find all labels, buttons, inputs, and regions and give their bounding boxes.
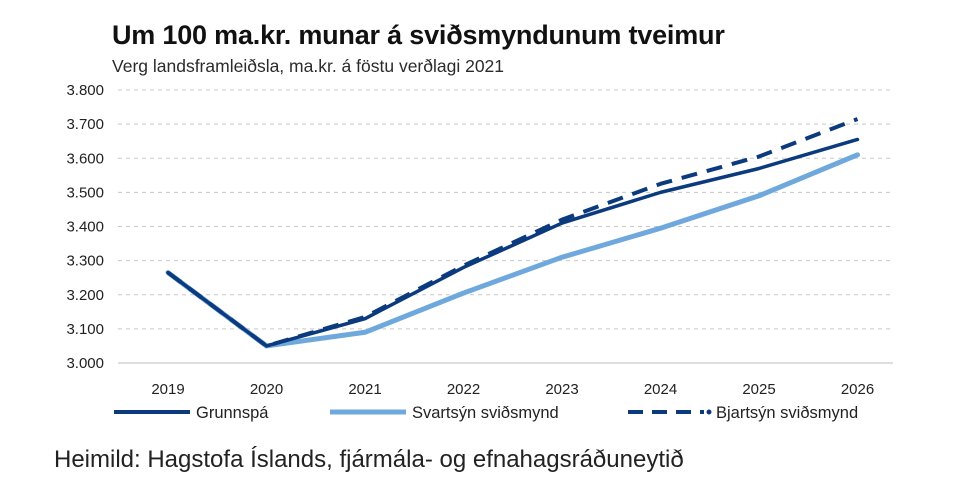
x-tick-label: 2020 bbox=[250, 381, 283, 398]
legend-item-grunnspa: Grunnspá bbox=[114, 404, 269, 422]
legend-swatch-dot bbox=[706, 409, 712, 415]
y-tick-label: 3.100 bbox=[66, 321, 104, 338]
x-tick-label: 2021 bbox=[348, 381, 381, 398]
x-tick-label: 2023 bbox=[545, 381, 578, 398]
x-tick-label: 2026 bbox=[841, 381, 874, 398]
line-chart: 3.000 3.100 3.200 3.300 3.400 3.500 3.600 3.700… bbox=[66, 82, 893, 422]
x-tick-label: 2025 bbox=[742, 381, 775, 398]
y-tick-label: 3.300 bbox=[66, 253, 104, 270]
y-tick-label: 3.400 bbox=[66, 219, 104, 236]
series-line-svartsyn bbox=[165, 152, 860, 349]
y-tick-label: 3.800 bbox=[66, 82, 104, 99]
x-tick-label: 2019 bbox=[151, 381, 184, 398]
y-tick-label: 3.000 bbox=[66, 355, 104, 372]
axes: 3.000 3.100 3.200 3.300 3.400 3.500 3.600 3.700… bbox=[66, 82, 893, 398]
legend-label: Svartsýn sviðsmynd bbox=[412, 404, 559, 422]
chart-subtitle: Verg landsframleiðsla, ma.kr. á föstu ve… bbox=[112, 56, 505, 76]
series-lines bbox=[165, 117, 860, 349]
legend: Grunnspá Svartsýn sviðsmynd Bjartsýn sviðs… bbox=[114, 404, 858, 422]
x-tick-label: 2024 bbox=[644, 381, 677, 398]
source-note: Heimild: Hagstofa Íslands, fjármála- og … bbox=[54, 446, 684, 473]
legend-label: Grunnspá bbox=[196, 404, 269, 422]
legend-item-svartsyn: Svartsýn sviðsmynd bbox=[330, 404, 559, 422]
y-tick-label: 3.600 bbox=[66, 150, 104, 167]
y-tick-label: 3.500 bbox=[66, 184, 104, 201]
legend-label: Bjartsýn sviðsmynd bbox=[716, 404, 858, 422]
gridlines bbox=[118, 89, 893, 330]
series-line-bjartsyn bbox=[166, 117, 859, 348]
chart-title: Um 100 ma.kr. munar á sviðsmyndunum tvei… bbox=[112, 20, 725, 50]
y-tick-label: 3.200 bbox=[66, 287, 104, 304]
x-tick-label: 2022 bbox=[447, 381, 480, 398]
y-tick-label: 3.700 bbox=[66, 116, 104, 133]
legend-item-bjartsyn: Bjartsýn sviðsmynd bbox=[628, 404, 858, 422]
